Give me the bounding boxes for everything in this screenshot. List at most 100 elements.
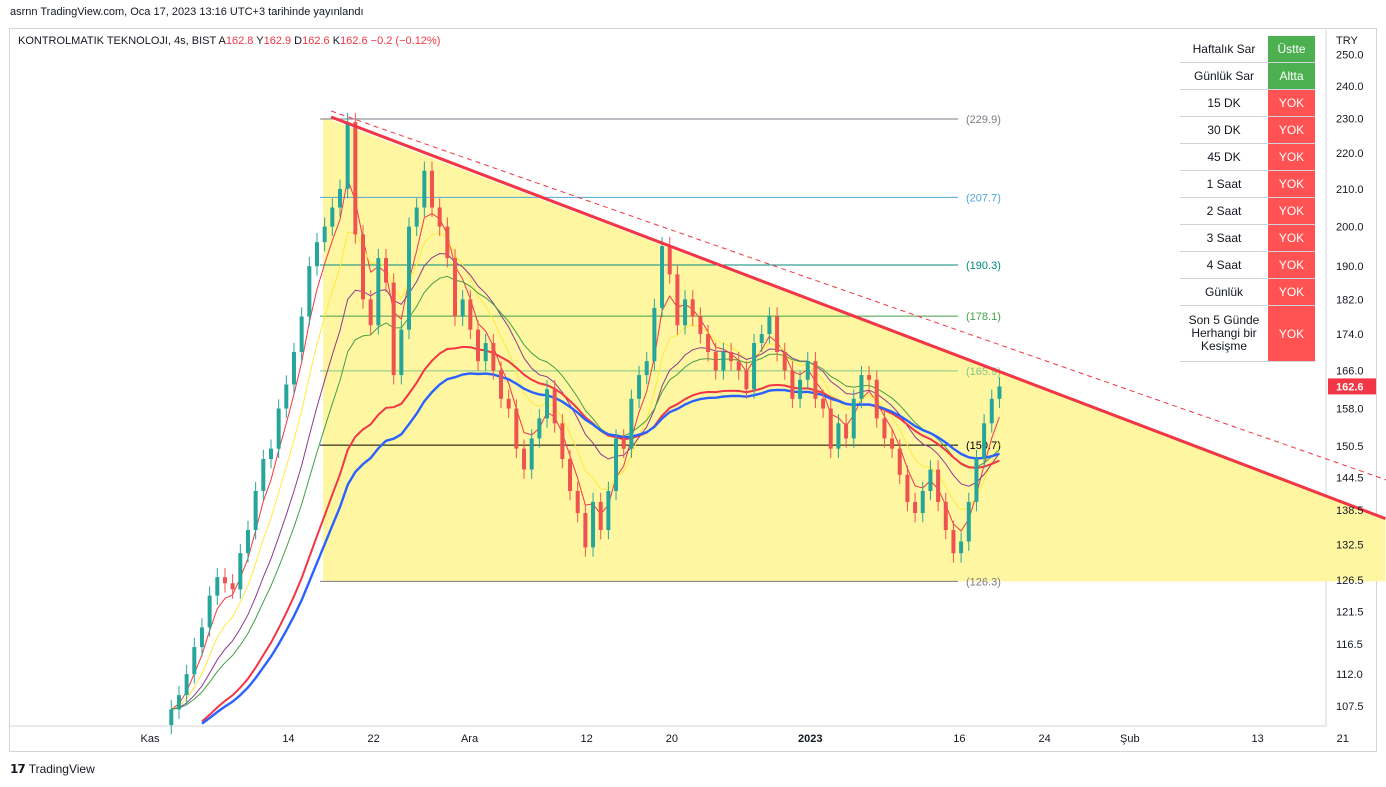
candle-body xyxy=(667,246,672,275)
price-tick-label: 144.5 xyxy=(1336,472,1364,484)
signal-row: 1 Saat YOK xyxy=(1180,170,1315,198)
candle-body xyxy=(353,122,358,235)
candle-body xyxy=(299,316,304,353)
candle-body xyxy=(828,408,833,449)
price-tick-label: 166.0 xyxy=(1336,365,1364,377)
signal-label: Son 5 Günde Herhangi bir Kesişme xyxy=(1180,305,1268,362)
time-tick-label: Şub xyxy=(1120,733,1140,745)
candle-body xyxy=(330,207,335,227)
time-tick-label: 22 xyxy=(368,733,380,745)
low-value: 162.6 xyxy=(302,35,330,47)
high-value: 162.9 xyxy=(263,35,292,47)
brand-label: TradingView xyxy=(28,762,95,776)
price-tick-label: 132.5 xyxy=(1336,539,1364,551)
time-tick-label: Kas xyxy=(141,733,160,745)
candle-body xyxy=(207,595,212,628)
signal-label: 30 DK xyxy=(1180,116,1268,144)
signal-value: YOK xyxy=(1268,143,1315,171)
candle-body xyxy=(767,316,772,335)
candle-body xyxy=(176,695,181,710)
candle-body xyxy=(322,226,327,243)
time-tick-label: 13 xyxy=(1251,733,1263,745)
candle-body xyxy=(537,418,542,439)
moving-average-line xyxy=(201,372,1000,725)
candle-body xyxy=(974,459,979,502)
close-label: K xyxy=(332,35,341,47)
signal-label: 1 Saat xyxy=(1180,170,1268,198)
candle-body xyxy=(782,352,787,371)
candle-body xyxy=(514,408,519,449)
candle-body xyxy=(230,583,235,590)
signal-row: 30 DK YOK xyxy=(1180,116,1315,144)
candle-body xyxy=(414,207,419,227)
candle-body xyxy=(629,398,634,449)
tradingview-logo-icon: 𝟭𝟳 xyxy=(10,762,26,776)
signal-row: Haftalık Sar Üstte xyxy=(1180,36,1315,63)
fib-level-label: (165.9) xyxy=(966,366,1001,378)
candle-body xyxy=(874,379,879,419)
signal-label: Haftalık Sar xyxy=(1180,36,1268,63)
tradingview-brand[interactable]: 𝟭𝟳 TradingView xyxy=(10,762,95,776)
candle-body xyxy=(483,343,488,362)
candle-body xyxy=(721,352,726,371)
fib-level-label: (178.1) xyxy=(966,311,1001,323)
symbol-legend: KONTROLMATIK TEKNOLOJI, 4s, BIST A162.8 … xyxy=(18,35,440,47)
signal-value: YOK xyxy=(1268,305,1315,362)
candle-body xyxy=(545,389,550,419)
candle-body xyxy=(729,352,734,362)
candle-body xyxy=(430,170,435,208)
price-tick-label: 182.0 xyxy=(1336,294,1364,306)
candle-body xyxy=(706,334,711,353)
candle-body xyxy=(552,389,557,424)
candle-body xyxy=(851,398,856,439)
candle-body xyxy=(245,529,250,554)
signal-value: YOK xyxy=(1268,116,1315,144)
high-label: Y xyxy=(256,35,264,47)
candle-body xyxy=(499,370,504,399)
candle-body xyxy=(805,361,810,380)
candle-body xyxy=(675,274,680,326)
candle-body xyxy=(460,299,465,317)
close-value: 162.6 xyxy=(340,35,368,47)
candle-body xyxy=(568,459,573,491)
signal-row: 45 DK YOK xyxy=(1180,143,1315,171)
candle-body xyxy=(184,674,189,696)
candle-body xyxy=(759,334,764,344)
signal-row: Günlük Sar Altta xyxy=(1180,62,1315,90)
price-tick-label: 190.0 xyxy=(1336,261,1364,273)
candle-body xyxy=(744,370,749,390)
candle-body xyxy=(966,501,971,542)
signal-table: Haftalık Sar Üstte Günlük Sar Altta 15 DK YOK… xyxy=(1180,36,1315,362)
price-tick-label: 200.0 xyxy=(1336,222,1364,234)
time-tick-label: 20 xyxy=(666,733,678,745)
candle-body xyxy=(698,316,703,335)
candle-body xyxy=(253,490,258,530)
price-tick-label: 107.5 xyxy=(1336,701,1364,713)
signal-label: 15 DK xyxy=(1180,89,1268,117)
time-tick-label: 16 xyxy=(953,733,965,745)
candle-body xyxy=(506,398,511,409)
signal-value: Altta xyxy=(1268,62,1315,90)
candle-body xyxy=(997,386,1002,399)
candle-body xyxy=(199,627,204,648)
currency-label: TRY xyxy=(1336,35,1358,47)
price-tick-label: 174.0 xyxy=(1336,329,1364,341)
candle-body xyxy=(951,529,956,554)
candle-body xyxy=(491,343,496,371)
price-tick-label: 220.0 xyxy=(1336,148,1364,160)
candle-body xyxy=(345,122,350,189)
time-tick-label: 14 xyxy=(282,733,294,745)
time-tick-label: Ara xyxy=(461,733,479,745)
candle-body xyxy=(652,307,657,362)
candle-body xyxy=(936,469,941,502)
candle-body xyxy=(683,299,688,326)
signal-row: 15 DK YOK xyxy=(1180,89,1315,117)
low-label: D xyxy=(294,35,303,47)
candle-body xyxy=(307,266,312,317)
last-price-label: 162.6 xyxy=(1336,381,1364,393)
descending-trendline-dashed xyxy=(330,110,1386,481)
candle-body xyxy=(844,423,849,439)
candle-body xyxy=(276,408,281,449)
candle-body xyxy=(222,577,227,584)
